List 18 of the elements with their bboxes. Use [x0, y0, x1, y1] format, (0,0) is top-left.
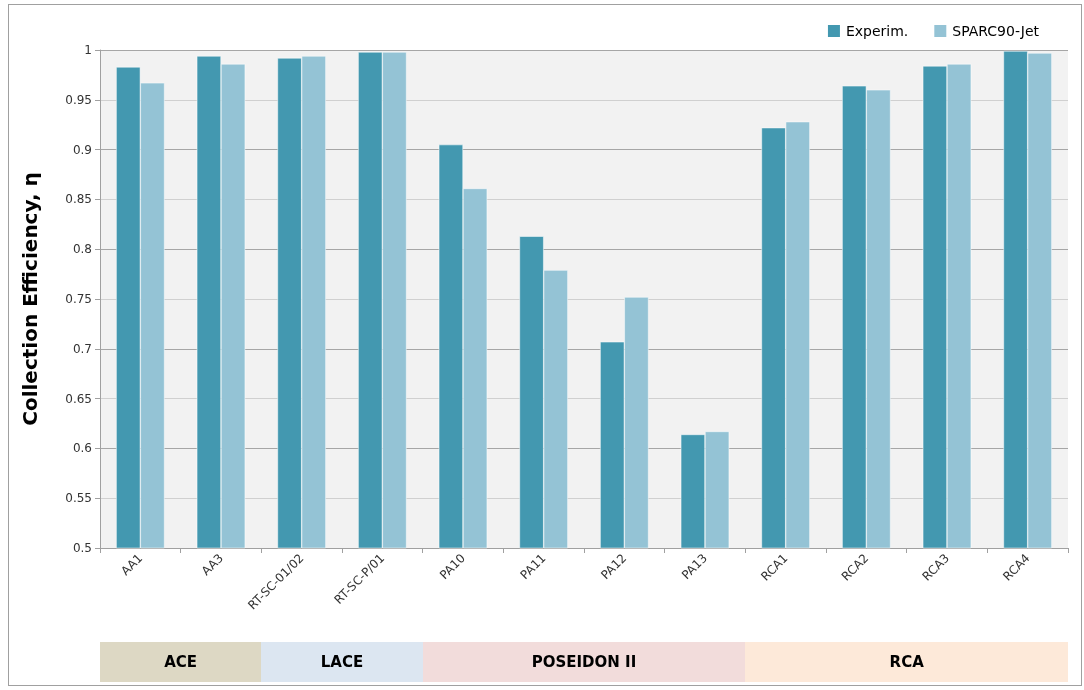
y-tick-label: 0.6 — [72, 441, 92, 456]
text: LACE — [320, 653, 364, 671]
y-tick-label: 0.8 — [72, 242, 92, 257]
legend-label: SPARC90-Jet — [952, 23, 1040, 39]
y-tick-label: 0.9 — [72, 142, 92, 157]
y-tick-label: 0.7 — [72, 341, 92, 356]
text: POSEIDON II — [531, 653, 637, 671]
text: RCA — [889, 653, 925, 671]
text: ACE — [164, 653, 198, 671]
y-tick-label: 1 — [84, 43, 92, 57]
y-tick-label: 0.55 — [65, 491, 92, 506]
y-tick-label: 0.65 — [65, 391, 92, 406]
y-tick-label: 0.95 — [65, 92, 92, 107]
y-tick-label: 0.85 — [65, 192, 92, 207]
legend-label: Experim. — [845, 23, 909, 39]
y-tick-label: 0.5 — [72, 541, 92, 555]
y-tick-label: 0.75 — [65, 292, 92, 306]
y-axis-title: Collection Efficiency, η — [18, 172, 42, 426]
